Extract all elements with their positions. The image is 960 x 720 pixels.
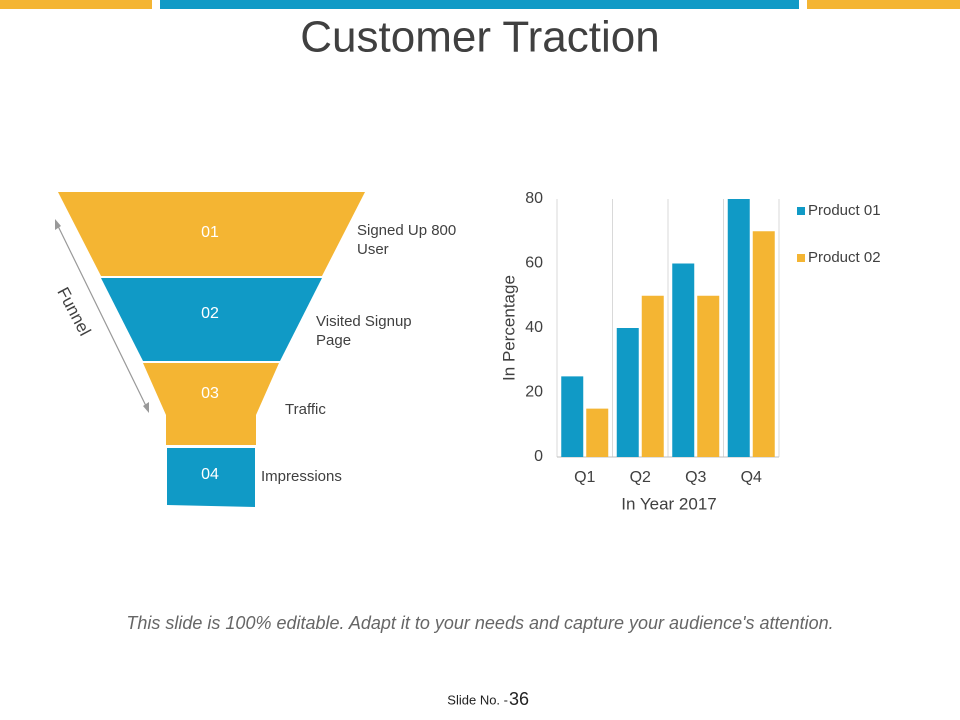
funnel-stage [143, 363, 279, 445]
footer-note: This slide is 100% editable. Adapt it to… [126, 613, 833, 633]
x-tick-label: Q4 [741, 469, 762, 486]
funnel-stage [101, 278, 322, 361]
stage-text: Signed Up 800 [357, 222, 456, 239]
arrow-head [55, 219, 61, 230]
funnel-label: Funnel [53, 284, 94, 339]
bar [561, 376, 584, 457]
stage-text: User [357, 241, 389, 258]
stage-text: Visited Signup [316, 313, 412, 330]
y-tick-label: 60 [525, 255, 543, 272]
bar [752, 231, 775, 457]
funnel-stage [167, 448, 255, 507]
legend-label: Product 02 [808, 249, 881, 266]
x-axis-title: In Year 2017 [621, 494, 716, 513]
bar [641, 295, 664, 457]
funnel-arrow [56, 223, 148, 409]
y-tick-label: 20 [525, 384, 543, 401]
stage-number: 01 [201, 224, 219, 241]
bar-chart: 0 20 40 60 80 Q1 Q2 Q3 Q4 Product 01 Product 02 [525, 190, 880, 486]
slide-label: Slide No. - [447, 692, 508, 707]
x-tick-label: Q3 [685, 469, 706, 486]
y-axis-title: In Percentage [499, 275, 518, 381]
stage-text: Page [316, 332, 351, 349]
x-tick-label: Q2 [630, 469, 651, 486]
bar [616, 328, 639, 457]
stage-number: 02 [201, 305, 219, 322]
top-bar [807, 0, 960, 9]
legend-swatch [797, 254, 805, 262]
funnel-stage [58, 192, 365, 276]
bar [697, 295, 720, 457]
slide-number: 36 [509, 689, 529, 709]
stage-text: Traffic [285, 401, 326, 418]
slide-title: Customer Traction [300, 13, 659, 62]
y-tick-label: 0 [534, 448, 543, 465]
stage-number: 04 [201, 466, 219, 483]
arrow-head [143, 402, 149, 413]
bar [586, 408, 609, 457]
stage-text: Impressions [261, 468, 342, 485]
bar [672, 263, 695, 457]
y-tick-label: 80 [525, 190, 543, 207]
y-tick-label: 40 [525, 319, 543, 336]
stage-number: 03 [201, 385, 219, 402]
top-bar [160, 0, 799, 9]
legend-swatch [797, 207, 805, 215]
legend-label: Product 01 [808, 202, 881, 219]
top-bar [0, 0, 152, 9]
x-tick-label: Q1 [574, 469, 595, 486]
bar [727, 199, 750, 457]
